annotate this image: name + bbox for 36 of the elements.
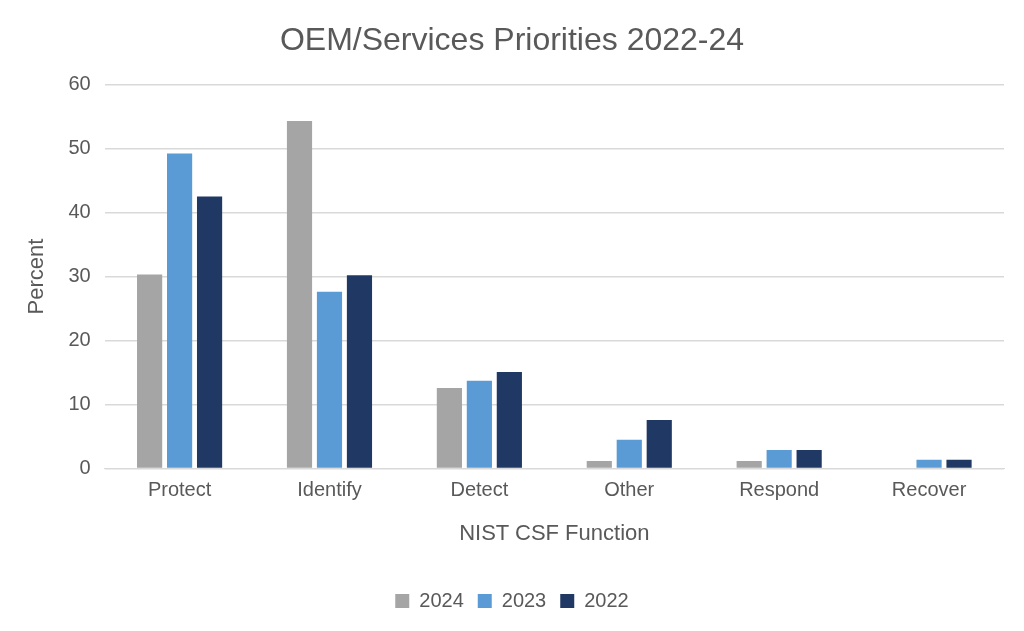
legend-label: 2024: [419, 588, 464, 611]
bar: [646, 419, 672, 468]
x-tick-label: Detect: [450, 478, 509, 501]
y-tick-label: 20: [68, 328, 91, 351]
bar: [946, 459, 972, 468]
bar: [137, 274, 163, 468]
x-tick-label: Protect: [147, 478, 212, 501]
x-tick-label: Other: [604, 478, 655, 501]
bar: [316, 291, 343, 468]
bar: [286, 120, 313, 468]
bar: [796, 450, 822, 468]
bar: [436, 387, 462, 468]
bar: [736, 460, 762, 468]
x-tick-label: Respond: [739, 478, 820, 501]
bar: [167, 153, 193, 468]
y-tick-label: 40: [68, 199, 91, 222]
x-axis-title: NIST CSF Function: [459, 519, 650, 545]
bar: [766, 450, 792, 468]
legend-label: 2022: [584, 588, 629, 611]
y-tick-label: 60: [68, 71, 91, 94]
bar: [496, 371, 522, 468]
chart-title: OEM/Services Priorities 2022-24: [279, 21, 745, 58]
x-tick-label: Recover: [891, 478, 967, 501]
bar: [916, 459, 942, 468]
bar: [586, 460, 612, 468]
x-tick-label: Identify: [297, 478, 362, 501]
y-tick-label: 50: [68, 135, 91, 158]
bar: [616, 439, 642, 468]
y-tick-label: 0: [79, 456, 91, 479]
y-axis-title: Percent: [23, 238, 49, 315]
bar: [196, 196, 223, 468]
bar: [466, 380, 492, 468]
legend-label: 2023: [501, 588, 547, 611]
bar: [346, 275, 373, 468]
y-tick-label: 10: [68, 392, 91, 415]
y-tick-label: 30: [68, 264, 91, 287]
